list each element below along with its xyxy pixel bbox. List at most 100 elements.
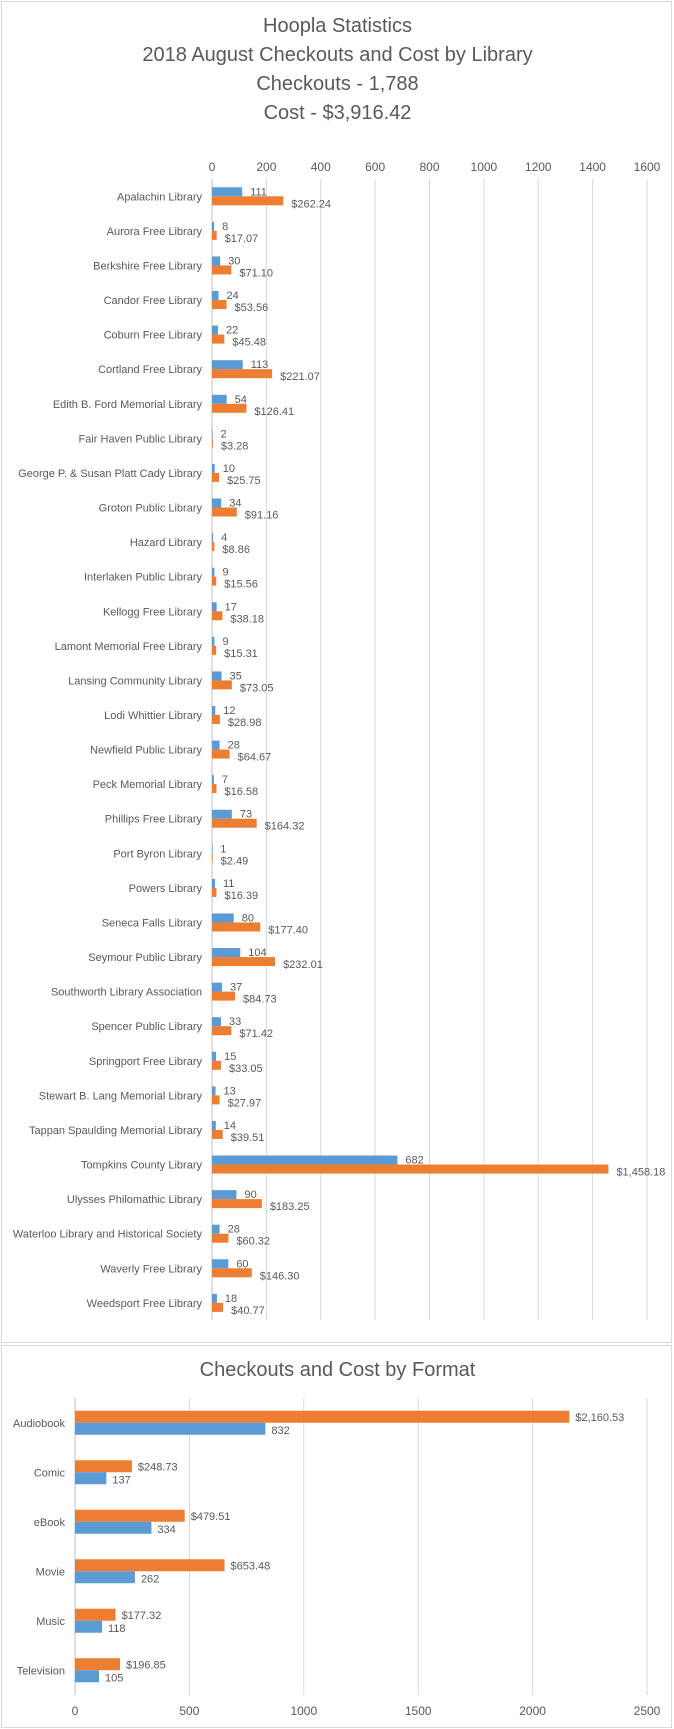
category-label: Southworth Library Association xyxy=(51,987,202,999)
category-label: Lodi Whittier Library xyxy=(104,710,202,722)
category-label: Movie xyxy=(36,1566,65,1578)
cost-bar xyxy=(212,853,213,863)
cost-bar xyxy=(75,1410,570,1423)
cost-data-label: $126.41 xyxy=(254,406,294,418)
cost-bar xyxy=(212,576,217,586)
checkouts-data-label: 22 xyxy=(226,325,238,337)
cost-data-label: $71.42 xyxy=(239,1028,273,1040)
checkouts-bar xyxy=(212,636,215,646)
checkouts-data-label: 15 xyxy=(224,1051,236,1063)
x-tick-label: 400 xyxy=(311,160,331,174)
checkouts-data-label: 18 xyxy=(225,1293,237,1305)
cost-data-label: $53.56 xyxy=(235,302,269,314)
checkouts-bar xyxy=(212,878,215,888)
cost-bar xyxy=(212,196,284,206)
category-label: Cortland Free Library xyxy=(98,364,202,376)
chart-title: Hoopla Statistics xyxy=(263,15,412,37)
cost-data-label: $8.86 xyxy=(222,544,250,556)
cost-data-label: $64.67 xyxy=(238,752,272,764)
checkouts-data-label: 54 xyxy=(235,394,247,406)
cost-bar xyxy=(212,472,220,482)
cost-bar xyxy=(212,818,257,828)
cost-data-label: $38.18 xyxy=(230,613,264,625)
category-label: Aurora Free Library xyxy=(107,226,203,238)
x-tick-label: 600 xyxy=(365,160,385,174)
cost-bar xyxy=(212,507,237,517)
category-label: Tappan Spaulding Memorial Library xyxy=(29,1125,203,1137)
library-chart-panel: Hoopla Statistics 2018 August Checkouts … xyxy=(1,1,672,1343)
checkouts-bar xyxy=(212,360,243,370)
x-tick-label: 0 xyxy=(209,160,216,174)
checkouts-bar xyxy=(212,1293,217,1303)
cost-bar xyxy=(212,749,230,759)
library-bar-chart: 0 200 400 600 800 1000 1200 1400 1600 Apalachin L… xyxy=(13,160,665,1321)
checkouts-bar xyxy=(212,602,217,612)
category-label: Ulysses Philomathic Library xyxy=(67,1194,203,1206)
cost-data-label: $27.97 xyxy=(228,1097,262,1109)
cost-bar xyxy=(212,369,273,379)
cost-bar xyxy=(75,1559,225,1572)
chart-subtitle-line-3: Cost - $3,916.42 xyxy=(263,102,412,124)
cost-bar xyxy=(75,1608,116,1621)
category-label: Waterloo Library and Historical Society xyxy=(13,1229,203,1241)
checkouts-data-label: 262 xyxy=(141,1573,159,1585)
checkouts-bar xyxy=(212,948,241,958)
cost-bar xyxy=(212,1026,232,1036)
checkouts-bar xyxy=(212,291,219,301)
cost-bar xyxy=(212,922,261,932)
category-label: Coburn Free Library xyxy=(104,330,203,342)
cost-bar xyxy=(212,1268,252,1278)
checkouts-data-label: 1 xyxy=(220,843,226,855)
cost-data-label: $16.39 xyxy=(224,890,258,902)
checkouts-bar xyxy=(212,1120,216,1130)
checkouts-data-label: 4 xyxy=(221,532,227,544)
checkouts-bar xyxy=(212,533,214,543)
category-label: Spencer Public Library xyxy=(91,1021,202,1033)
cost-bar xyxy=(212,300,227,310)
cost-bar xyxy=(212,714,220,724)
checkouts-bar xyxy=(212,913,234,923)
x-tick-label: 2000 xyxy=(519,1704,546,1718)
cost-bar xyxy=(212,438,213,448)
chart-subtitle-line-2: Checkouts - 1,788 xyxy=(256,73,419,95)
cost-bar xyxy=(212,1164,609,1174)
checkouts-data-label: 11 xyxy=(223,878,234,890)
cost-bar xyxy=(212,611,223,621)
cost-bar xyxy=(212,784,217,794)
checkouts-data-label: 60 xyxy=(236,1258,248,1270)
category-label: Lamont Memorial Free Library xyxy=(55,641,203,653)
format-chart-title: Checkouts and Cost by Format xyxy=(199,1359,476,1381)
cost-data-label: $2.49 xyxy=(221,855,249,867)
checkouts-bar xyxy=(75,1472,107,1485)
checkouts-bar xyxy=(212,498,222,508)
checkouts-bar xyxy=(212,1051,217,1061)
checkouts-data-label: 35 xyxy=(230,670,242,682)
category-label: Stewart B. Lang Memorial Library xyxy=(39,1090,203,1102)
cost-data-label: $221.07 xyxy=(280,371,320,383)
cost-bar xyxy=(212,645,217,655)
checkouts-bar xyxy=(212,463,215,473)
category-label: Television xyxy=(17,1665,65,1677)
cost-bar xyxy=(212,1060,221,1070)
category-label: Waverly Free Library xyxy=(100,1263,202,1275)
cost-bar xyxy=(212,1095,220,1105)
cost-bar xyxy=(212,680,232,690)
cost-data-label: $3.28 xyxy=(221,440,249,452)
checkouts-bar xyxy=(212,187,243,197)
x-tick-label: 200 xyxy=(256,160,276,174)
cost-data-label: $177.40 xyxy=(268,924,308,936)
checkouts-data-label: 30 xyxy=(228,255,240,267)
cost-bar xyxy=(75,1460,132,1473)
category-label: Hazard Library xyxy=(130,537,203,549)
cost-bar xyxy=(75,1509,185,1522)
x-tick-label: 0 xyxy=(72,1704,79,1718)
checkouts-data-label: 9 xyxy=(222,636,228,648)
cost-bar xyxy=(75,1658,121,1671)
cost-data-label: $146.30 xyxy=(260,1270,300,1282)
checkouts-bar xyxy=(212,671,222,681)
cost-data-label: $73.05 xyxy=(240,682,274,694)
cost-data-label: $15.31 xyxy=(224,648,258,660)
checkouts-data-label: 17 xyxy=(225,601,237,613)
x-tick-label: 1000 xyxy=(471,160,498,174)
format-bar-chart: 0 500 1000 1500 2000 2500 Audiobook $2,160.53 83… xyxy=(13,1398,661,1718)
